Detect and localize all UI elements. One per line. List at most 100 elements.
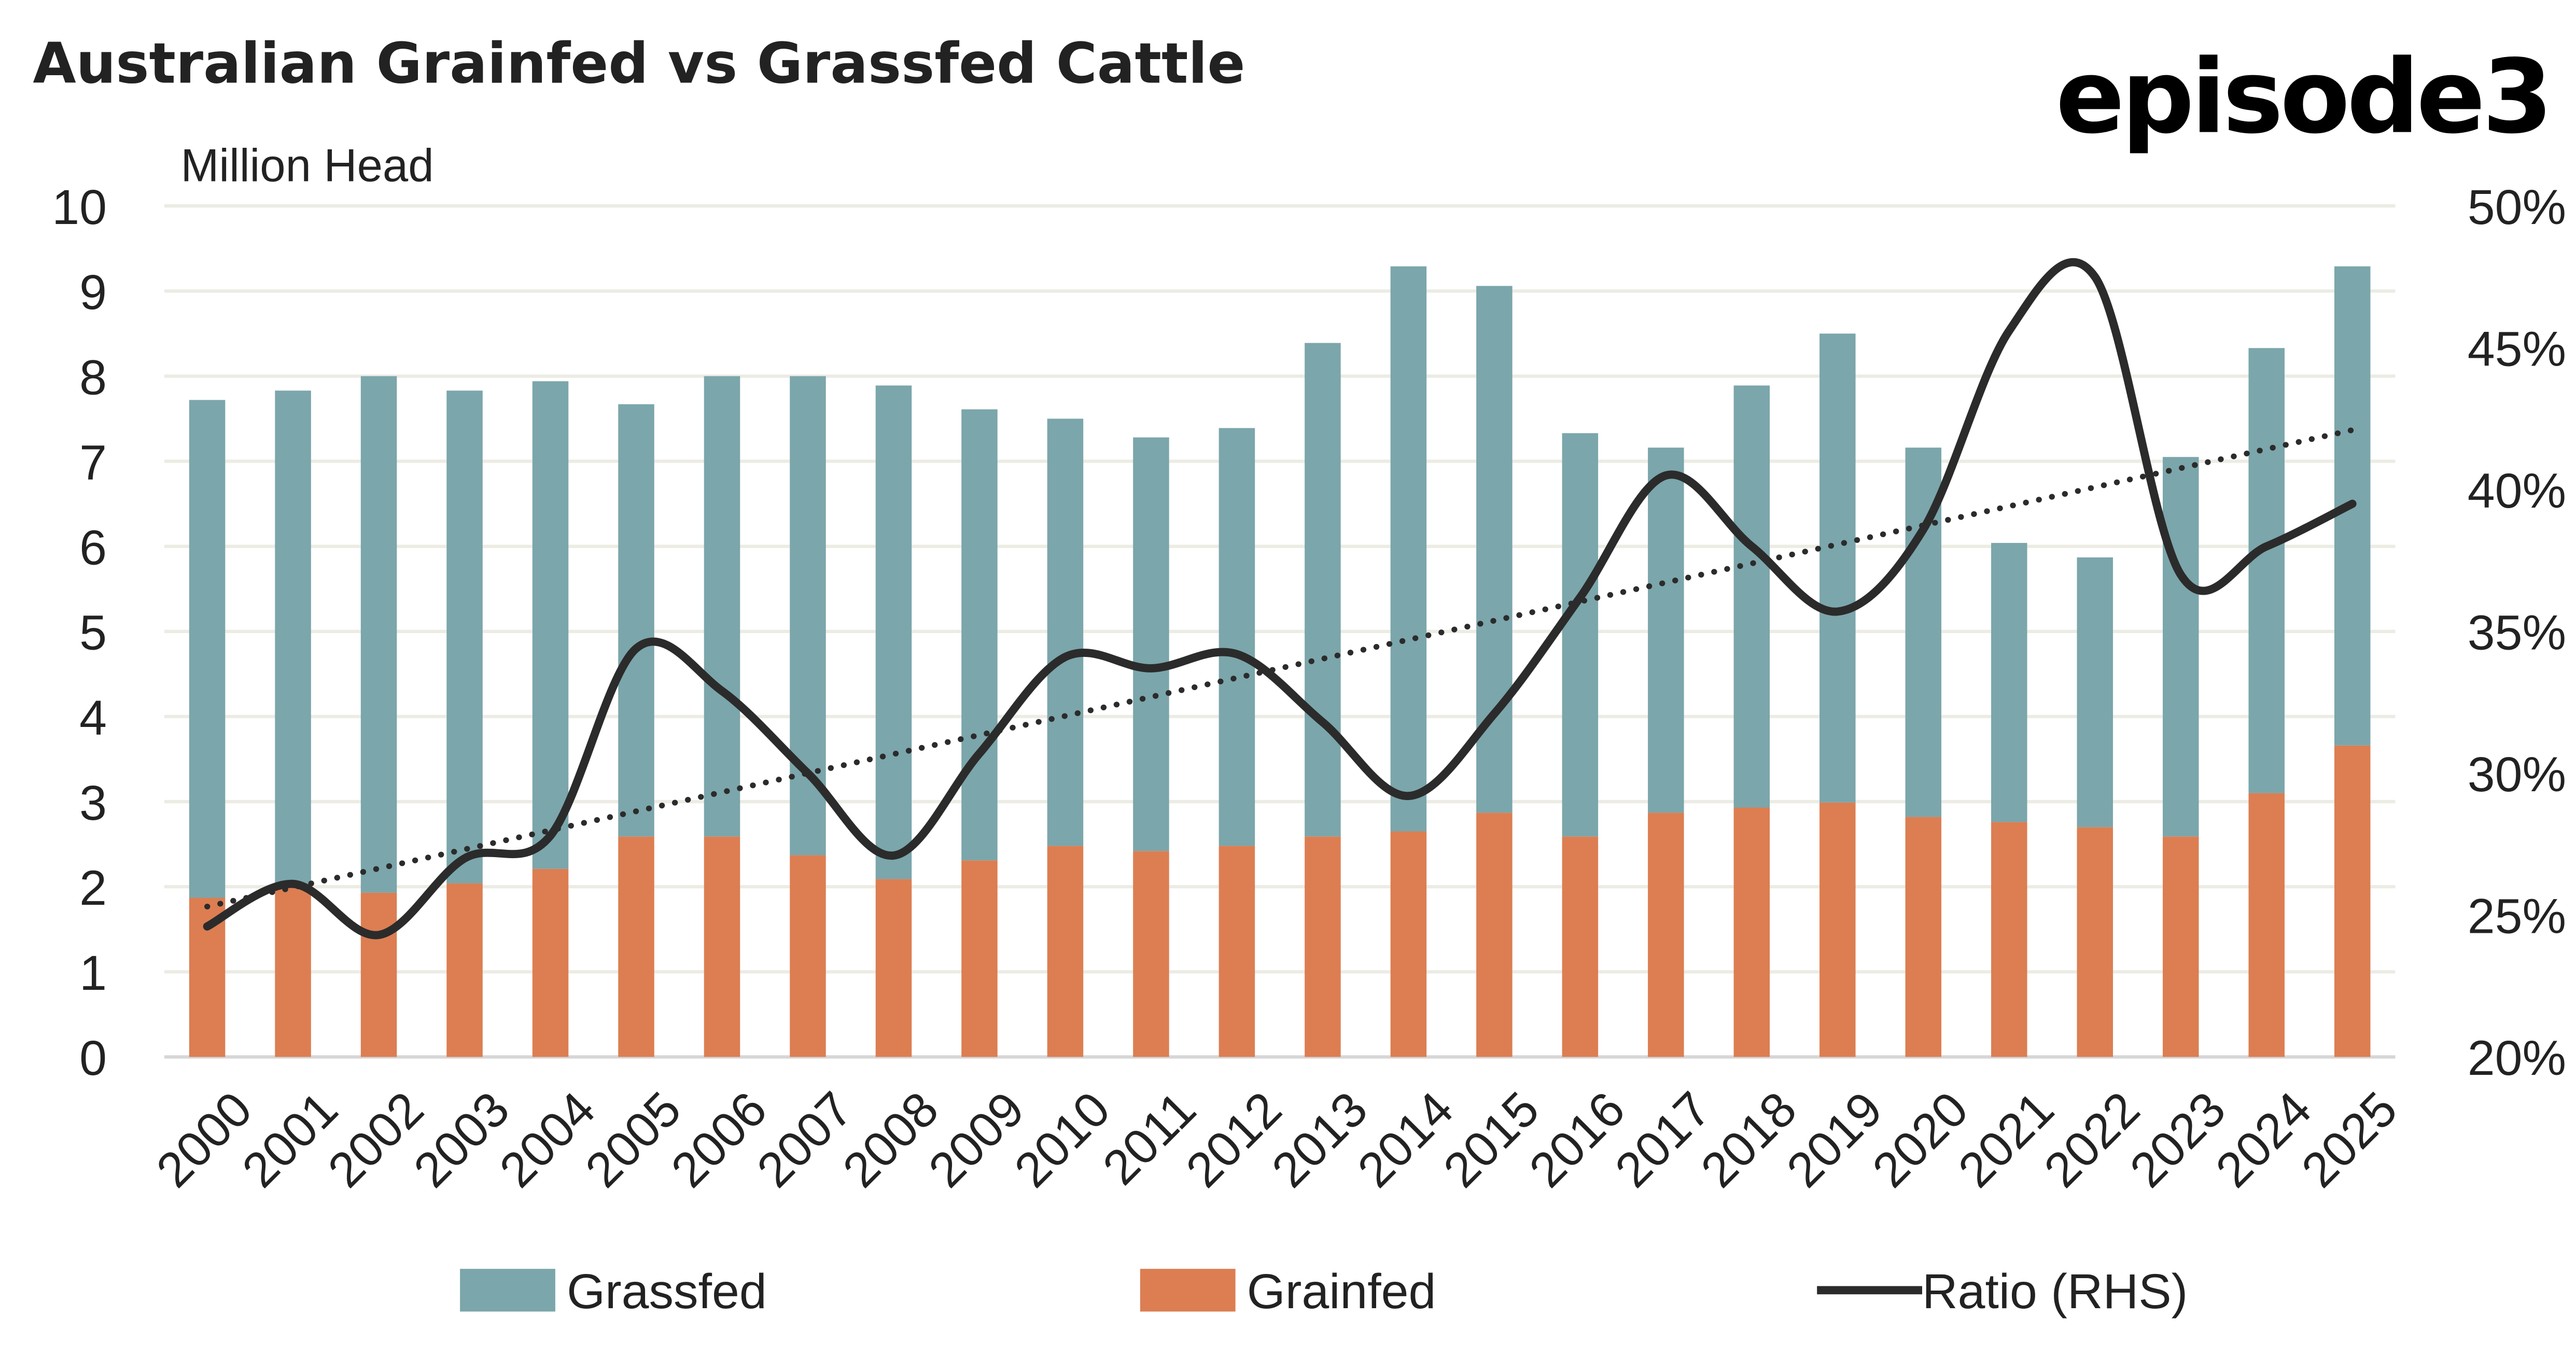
x-tick-label: 2001 — [232, 1082, 348, 1198]
y-tick-label: 5 — [79, 606, 107, 661]
bar-grainfed — [532, 868, 569, 1057]
bar-grainfed — [1648, 812, 1684, 1057]
bar-grassfed — [1390, 266, 1427, 832]
bar-grainfed — [1476, 812, 1513, 1057]
bar-grainfed — [618, 836, 654, 1057]
y2-tick-label: 40% — [2468, 464, 2566, 519]
y-tick-label: 9 — [79, 265, 107, 320]
bar-grainfed — [1905, 817, 1942, 1057]
bar-grassfed — [1047, 418, 1084, 846]
bar-grassfed — [189, 400, 226, 898]
y2-tick-label: 25% — [2468, 889, 2566, 944]
ratio-line-path — [203, 258, 2357, 940]
y-tick-label: 6 — [79, 521, 107, 576]
x-tick-label: 2020 — [1862, 1082, 1978, 1198]
legend-label-ratio: Ratio (RHS) — [1922, 1264, 2188, 1319]
x-tick-label: 2008 — [833, 1082, 949, 1198]
x-tick-label: 2015 — [1433, 1082, 1549, 1198]
bar-grassfed — [2163, 457, 2199, 837]
y-axis-unit-label: Million Head — [181, 140, 434, 191]
bar-grassfed — [1219, 428, 1255, 846]
y2-tick-label: 30% — [2468, 747, 2566, 802]
x-tick-label: 2010 — [1004, 1082, 1121, 1198]
bar-grainfed — [875, 879, 912, 1057]
bar-grassfed — [1648, 447, 1684, 813]
y2-tick-label: 35% — [2468, 606, 2566, 661]
x-tick-label: 2017 — [1605, 1082, 1721, 1198]
bar-grassfed — [2077, 557, 2113, 828]
x-tick-label: 2002 — [318, 1082, 434, 1198]
x-axis: 2000200120022003200420052006200720082009… — [146, 1082, 2408, 1198]
bar-grassfed — [618, 404, 654, 837]
legend-item-ratio[interactable]: Ratio (RHS) — [1817, 1264, 2188, 1319]
bar-grassfed — [1733, 385, 1770, 808]
x-tick-label: 2021 — [1948, 1082, 2064, 1198]
bar-grassfed — [1305, 343, 1341, 837]
legend-label-grainfed: Grainfed — [1247, 1264, 1436, 1319]
episode3-logo: episode3 — [2055, 38, 2550, 157]
x-tick-label: 2016 — [1519, 1082, 1635, 1198]
y2-tick-label: 45% — [2468, 322, 2566, 377]
bar-grassfed — [1819, 333, 1856, 803]
bar-grainfed — [1733, 807, 1770, 1057]
x-tick-label: 2024 — [2205, 1082, 2321, 1198]
y-axis-left: 0 1 2 3 4 5 6 7 8 9 10 — [52, 180, 107, 1086]
bar-grassfed — [446, 390, 483, 884]
bar-grainfed — [1047, 846, 1084, 1057]
bar-grassfed — [275, 390, 311, 887]
bar-grassfed — [1562, 433, 1599, 837]
bar-grainfed — [2334, 745, 2371, 1057]
bar-grainfed — [1219, 846, 1255, 1057]
legend-item-grainfed[interactable]: Grainfed — [1140, 1264, 1436, 1319]
x-tick-label: 2013 — [1262, 1082, 1378, 1198]
bar-grassfed — [1991, 543, 2027, 822]
bar-grainfed — [2163, 836, 2199, 1057]
gridlines — [164, 204, 2396, 1059]
bar-grainfed — [1390, 831, 1427, 1057]
trendline — [204, 427, 2356, 909]
legend-item-grassfed[interactable]: Grassfed — [460, 1264, 767, 1319]
x-tick-label: 2006 — [661, 1082, 777, 1198]
bar-grassfed — [2248, 348, 2285, 793]
y-tick-label: 10 — [52, 180, 107, 235]
x-tick-label: 2014 — [1348, 1082, 1464, 1198]
bar-grainfed — [790, 855, 826, 1057]
legend-label-grassfed: Grassfed — [567, 1264, 767, 1319]
bar-grainfed — [2248, 793, 2285, 1057]
bar-grainfed — [1305, 836, 1341, 1057]
bar-grainfed — [1562, 836, 1599, 1057]
y-tick-label: 3 — [79, 776, 107, 831]
y-tick-label: 1 — [79, 946, 107, 1001]
x-tick-label: 2012 — [1176, 1082, 1292, 1198]
bar-grainfed — [704, 836, 740, 1057]
ratio-line — [203, 258, 2357, 940]
x-tick-label: 2023 — [2120, 1082, 2236, 1198]
x-tick-label: 2000 — [146, 1082, 262, 1198]
x-tick-label: 2007 — [747, 1082, 863, 1198]
legend-swatch-grassfed — [460, 1269, 555, 1312]
bar-grassfed — [532, 381, 569, 869]
ratio-trendline — [204, 427, 2356, 909]
x-tick-label: 2004 — [489, 1082, 606, 1198]
bar-grassfed — [961, 409, 998, 861]
bar-grassfed — [704, 376, 740, 837]
y-tick-label: 7 — [79, 435, 107, 490]
bar-grainfed — [2077, 827, 2113, 1057]
bar-grainfed — [1133, 851, 1169, 1057]
x-tick-label: 2003 — [403, 1082, 520, 1198]
bar-grainfed — [961, 860, 998, 1057]
legend: Grassfed Grainfed Ratio (RHS) — [460, 1264, 2188, 1319]
y2-tick-label: 20% — [2468, 1031, 2566, 1086]
bar-grainfed — [360, 892, 397, 1057]
bar-grainfed — [1819, 802, 1856, 1057]
x-tick-label: 2005 — [575, 1082, 691, 1198]
bars — [189, 266, 2371, 1057]
bar-grainfed — [1991, 822, 2027, 1057]
y-tick-label: 8 — [79, 350, 107, 405]
x-tick-label: 2019 — [1776, 1082, 1893, 1198]
x-tick-label: 2025 — [2291, 1082, 2407, 1198]
y-axis-right: 20% 25% 30% 35% 40% 45% 50% — [2468, 180, 2566, 1086]
bar-grassfed — [1133, 437, 1169, 851]
y2-tick-label: 50% — [2468, 180, 2566, 235]
